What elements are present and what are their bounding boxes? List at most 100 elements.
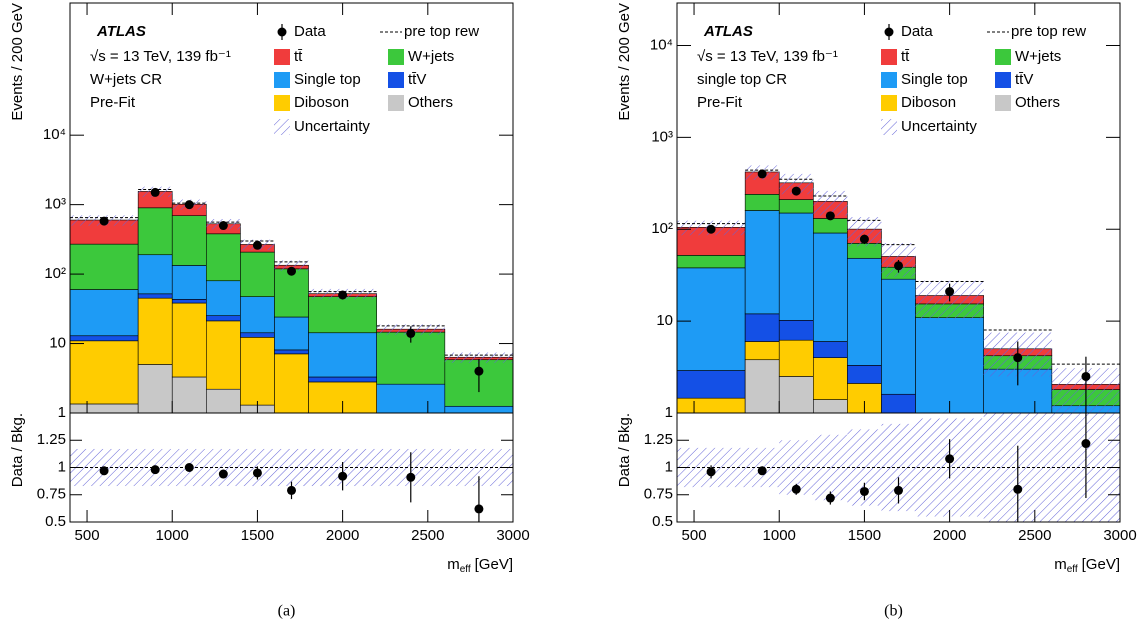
- legend-swatch: [881, 95, 897, 111]
- y-tick-label: 10²: [44, 265, 66, 282]
- ratio-point: [1013, 484, 1023, 494]
- x-label-unit: [GeV]: [475, 556, 513, 573]
- data-point: [218, 221, 228, 231]
- ratio-point: [218, 469, 228, 479]
- x-axis-label: meff [GeV]: [1054, 556, 1120, 575]
- data-point: [99, 216, 109, 226]
- stack-segment: [881, 278, 916, 395]
- x-tick-label: 2500: [411, 527, 444, 544]
- stack-segment: [915, 317, 984, 413]
- legend-data-marker: [277, 27, 287, 37]
- stack-segment: [274, 353, 309, 413]
- legend-swatch: [881, 119, 897, 135]
- y-tick-label: 1: [58, 404, 66, 421]
- ratio-point: [184, 463, 194, 472]
- stack-segment: [70, 335, 139, 342]
- experiment: ATLAS: [96, 23, 146, 40]
- caption: (b): [884, 603, 903, 620]
- data-point: [252, 240, 262, 250]
- ratio-y-tick-label: 0.5: [45, 513, 66, 530]
- y-tick-label: 10: [656, 312, 673, 329]
- energy: √s = 13 TeV, 139 fb⁻¹: [697, 48, 838, 65]
- legend-swatch: [274, 72, 290, 88]
- stack-segment: [778, 339, 814, 377]
- stack-segment: [444, 405, 513, 413]
- stack-segment: [240, 296, 275, 334]
- stack-segment: [206, 315, 241, 322]
- ratio-y-axis-label: Data / Bkg.: [616, 413, 633, 487]
- legend-swatch: [274, 49, 290, 65]
- data-point: [825, 211, 835, 221]
- ratio-point: [287, 485, 296, 495]
- stack-segment: [137, 254, 173, 295]
- data-point: [150, 187, 160, 197]
- stack-segment: [308, 332, 377, 378]
- legend-label: Diboson: [294, 94, 349, 111]
- x-tick-label: 1000: [763, 527, 796, 544]
- stack-segment: [137, 207, 173, 256]
- stack-segment: [308, 376, 377, 383]
- ratio-point: [406, 472, 416, 482]
- data-point: [757, 169, 767, 179]
- stack-segment: [171, 265, 207, 300]
- legend-label: Uncertainty: [901, 118, 977, 135]
- panel: 1 10 10² 10³ 10⁴ 0.5 0.75 1 1.25 500 1000 1500 2000 2…: [9, 2, 530, 620]
- stack-segment: [813, 232, 848, 342]
- ratio-point: [757, 466, 767, 476]
- ratio-point: [791, 484, 801, 494]
- data-point: [474, 366, 484, 376]
- stack-segment: [376, 383, 446, 413]
- ratio-point: [1081, 439, 1091, 449]
- stack-segment: [778, 320, 814, 341]
- stack-segment: [677, 370, 746, 399]
- stack-segment: [813, 357, 848, 400]
- x-tick-label: 2500: [1018, 527, 1051, 544]
- legend-label: tt̄V: [408, 71, 426, 88]
- main-plot: [677, 165, 1120, 413]
- legend-swatch: [995, 49, 1011, 65]
- stack-segment: [70, 243, 139, 290]
- ratio-y-tick-label: 1.25: [37, 431, 66, 448]
- stack-segment: [206, 280, 241, 316]
- legend-label: Single top: [294, 71, 361, 88]
- stack-segment: [240, 251, 275, 297]
- stack-segment: [206, 320, 241, 390]
- stack-segment: [881, 393, 916, 413]
- uncertainty-band: [274, 260, 309, 271]
- stack-segment: [813, 341, 848, 358]
- legend-label: tt̄: [901, 48, 910, 65]
- ratio-point: [894, 485, 903, 495]
- x-tick-label: 2000: [933, 527, 966, 544]
- data-point: [894, 261, 903, 271]
- energy: √s = 13 TeV, 139 fb⁻¹: [90, 48, 231, 65]
- stack-segment: [677, 397, 746, 413]
- ratio-y-tick-label: 0.5: [652, 513, 673, 530]
- stack-segment: [308, 381, 377, 413]
- stack-segment: [70, 340, 139, 405]
- stage: Pre-Fit: [90, 94, 136, 111]
- x-label-subscript: eff: [1067, 564, 1078, 575]
- legend-swatch: [995, 95, 1011, 111]
- x-axis-label: meff [GeV]: [447, 556, 513, 575]
- stack-segment: [171, 302, 207, 378]
- legend-swatch: [995, 72, 1011, 88]
- y-tick-label: 10³: [44, 196, 66, 213]
- stack-segment: [813, 218, 848, 234]
- legend-label: pre top rew: [1011, 23, 1086, 40]
- ratio-point: [338, 471, 348, 481]
- data-point: [791, 186, 801, 196]
- x-tick-label: 500: [75, 527, 100, 544]
- data-point: [1081, 371, 1091, 381]
- ratio-point: [706, 467, 716, 477]
- stack-segment: [274, 268, 309, 318]
- y-axis-label: Events / 200 GeV: [616, 3, 633, 121]
- stack-segment: [744, 194, 780, 211]
- ratio-y-tick-label: 1.25: [644, 431, 673, 448]
- stack-segment: [744, 359, 780, 413]
- stack-segment: [206, 233, 241, 282]
- stack-segment: [744, 341, 780, 361]
- x-tick-label: 1500: [241, 527, 274, 544]
- legend-swatch: [274, 119, 290, 135]
- legend-swatch: [881, 72, 897, 88]
- stack-segment: [240, 337, 275, 406]
